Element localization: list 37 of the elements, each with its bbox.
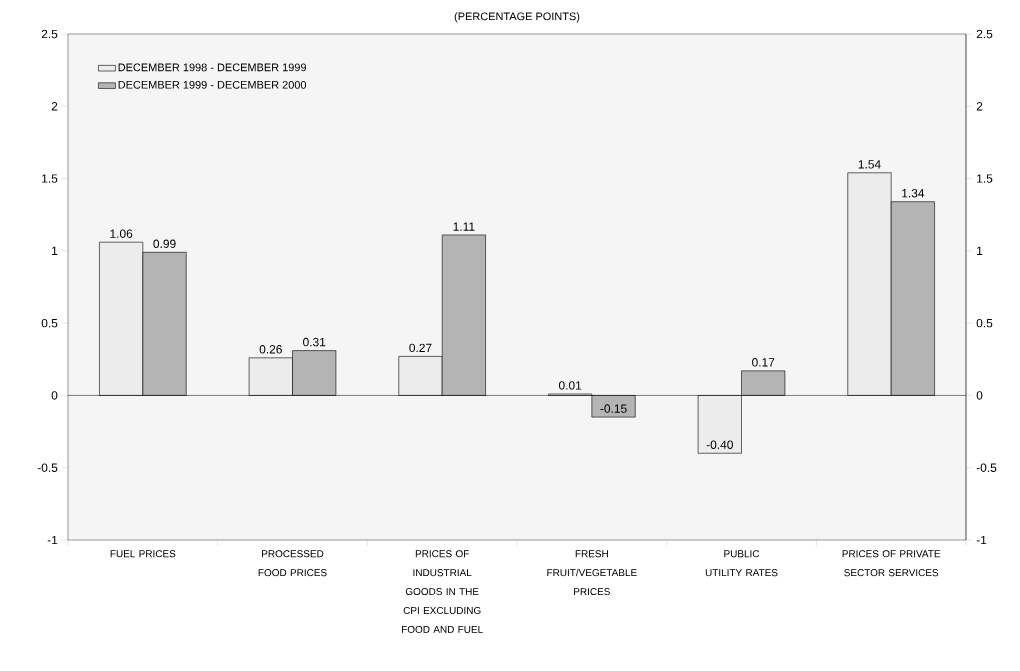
data-label: 0.17 bbox=[752, 358, 775, 367]
y2-tick-label: 2.5 bbox=[976, 29, 993, 39]
x-tick-label: FRESH FRUIT/VEGETABLE PRICES bbox=[547, 550, 637, 596]
y-tick-label: 2.5 bbox=[41, 29, 58, 39]
data-label: 0.31 bbox=[303, 337, 326, 347]
legend-label: DECEMBER 1999 - DECEMBER 2000 bbox=[118, 80, 307, 89]
x-tick-label: PRICES OF PRIVATE SECTOR SERVICES bbox=[842, 550, 941, 577]
y-tick-label: 0 bbox=[51, 391, 58, 400]
y2-tick-label: -1 bbox=[976, 535, 987, 545]
data-label: 0.99 bbox=[153, 239, 176, 249]
x-tick-label: FUEL PRICES bbox=[110, 550, 176, 558]
data-label: -0.40 bbox=[706, 440, 733, 449]
y-tick-label: 0.5 bbox=[41, 318, 58, 328]
y2-tick-label: 2 bbox=[976, 102, 983, 111]
y-tick-label: -0.5 bbox=[37, 463, 58, 472]
chart-subtitle: (PERCENTAGE POINTS) bbox=[454, 12, 580, 23]
x-tick-label: PROCESSED FOOD PRICES bbox=[258, 550, 327, 577]
y-tick-label: 2 bbox=[51, 102, 58, 111]
data-label: 0.01 bbox=[558, 381, 582, 390]
x-tick-label: PRICES OF INDUSTRIAL GOODS IN THE CPI EXCLUDING FOOD AND FUEL bbox=[402, 550, 483, 633]
y-tick-label: 1.5 bbox=[42, 174, 58, 183]
y2-tick-label: 0 bbox=[976, 391, 983, 400]
legend-label: DECEMBER 1998 - DECEMBER 1999 bbox=[118, 63, 306, 72]
y-tick-label: -1 bbox=[47, 535, 58, 545]
data-label: 1.11 bbox=[453, 222, 475, 231]
y2-tick-label: 1.5 bbox=[977, 174, 993, 183]
y2-tick-label: 1 bbox=[977, 246, 983, 255]
x-tick-label: PUBLIC UTILITY RATES bbox=[705, 550, 778, 577]
y2-tick-label: -0.5 bbox=[976, 463, 997, 472]
data-label: 1.06 bbox=[110, 229, 133, 238]
data-label: 0.27 bbox=[409, 343, 432, 353]
data-label: 1.54 bbox=[858, 160, 881, 169]
y2-tick-label: 0.5 bbox=[976, 318, 993, 328]
data-label: 0.26 bbox=[259, 345, 282, 354]
data-label: -0.15 bbox=[600, 404, 627, 413]
y-tick-label: 1 bbox=[52, 246, 58, 255]
data-label: 1.34 bbox=[902, 188, 925, 198]
